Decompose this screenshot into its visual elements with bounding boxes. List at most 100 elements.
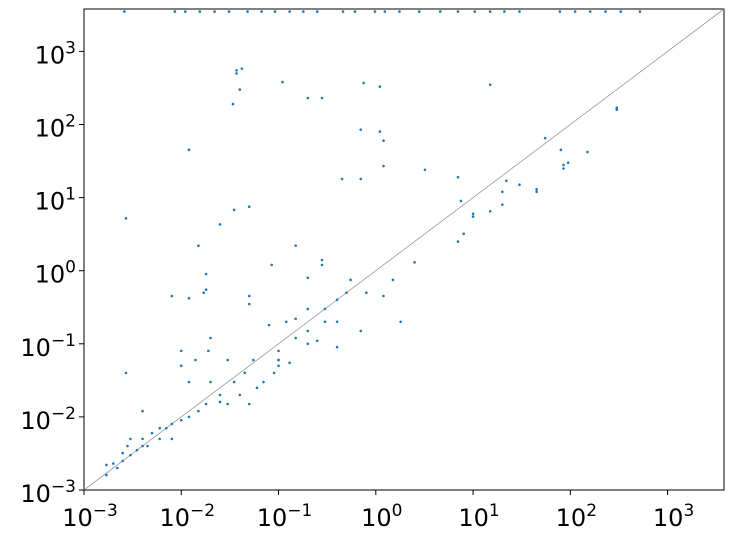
point <box>399 320 402 324</box>
point <box>335 298 339 302</box>
point <box>359 177 363 181</box>
point <box>345 291 348 294</box>
point <box>141 437 144 441</box>
point <box>586 150 589 154</box>
point <box>341 10 345 13</box>
tick-base: 10 <box>35 188 66 216</box>
point <box>197 244 200 247</box>
tick-label: 100 <box>361 501 402 532</box>
point <box>288 361 291 365</box>
point <box>306 342 310 346</box>
tick-base: 10 <box>361 504 392 532</box>
point <box>204 272 208 276</box>
point <box>306 307 310 311</box>
point <box>615 106 619 109</box>
point <box>213 10 216 13</box>
point <box>413 261 416 264</box>
point <box>227 10 231 13</box>
tick-exponent: 3 <box>683 501 694 521</box>
point <box>247 205 251 209</box>
tick-base: 10 <box>62 504 93 532</box>
point <box>558 10 562 13</box>
tick-exponent: 0 <box>65 258 76 278</box>
point <box>183 10 187 13</box>
point <box>170 422 174 426</box>
point <box>320 263 324 267</box>
tick-label: 10−2 <box>159 501 215 532</box>
point <box>204 288 208 291</box>
point <box>179 364 183 368</box>
tick-label: 103 <box>653 501 694 532</box>
point <box>459 199 463 203</box>
point <box>471 215 475 218</box>
point <box>226 358 229 362</box>
point <box>294 244 297 247</box>
point <box>335 320 339 324</box>
point <box>235 72 238 75</box>
point <box>638 10 642 13</box>
point <box>340 177 344 181</box>
point <box>209 380 212 384</box>
point <box>251 358 255 362</box>
point <box>471 212 475 216</box>
point <box>373 10 377 13</box>
point <box>543 136 547 140</box>
point <box>382 294 385 298</box>
point <box>518 10 521 13</box>
point <box>323 320 327 324</box>
point <box>129 453 132 457</box>
point <box>235 69 238 72</box>
point <box>170 437 174 441</box>
point <box>398 10 401 13</box>
point <box>456 10 460 13</box>
point <box>129 437 132 441</box>
point <box>238 88 242 91</box>
point <box>562 167 565 170</box>
point <box>518 183 521 187</box>
point <box>247 402 251 406</box>
tick-label: 10−1 <box>257 501 313 532</box>
point <box>164 426 168 430</box>
point <box>204 402 208 406</box>
point <box>232 208 236 212</box>
point <box>423 168 427 172</box>
point <box>150 431 154 435</box>
point <box>488 10 492 13</box>
point <box>198 10 202 13</box>
point <box>121 451 125 455</box>
point <box>382 139 385 143</box>
point <box>365 291 368 294</box>
point <box>378 130 382 133</box>
point <box>255 386 259 390</box>
point <box>202 291 205 294</box>
point <box>246 10 249 13</box>
point <box>335 345 339 349</box>
point <box>123 10 126 13</box>
point <box>281 80 284 84</box>
point <box>294 317 297 321</box>
point <box>315 10 319 13</box>
point <box>505 179 508 183</box>
point <box>473 10 477 13</box>
tick-label: 103 <box>35 38 76 69</box>
point <box>187 415 191 419</box>
tick-exponent: −1 <box>51 331 76 351</box>
point <box>320 96 324 100</box>
point <box>383 10 387 13</box>
point <box>179 418 183 422</box>
point <box>382 164 385 168</box>
point <box>194 358 197 362</box>
tick-exponent: 2 <box>586 501 597 521</box>
point <box>105 473 108 477</box>
point <box>359 128 363 131</box>
point <box>141 444 144 448</box>
point <box>604 10 607 13</box>
tick-base: 10 <box>20 407 51 435</box>
point <box>238 393 242 397</box>
tick-base: 10 <box>458 504 489 532</box>
point <box>262 380 265 384</box>
point <box>503 10 506 13</box>
point <box>270 263 273 267</box>
point <box>207 349 210 353</box>
